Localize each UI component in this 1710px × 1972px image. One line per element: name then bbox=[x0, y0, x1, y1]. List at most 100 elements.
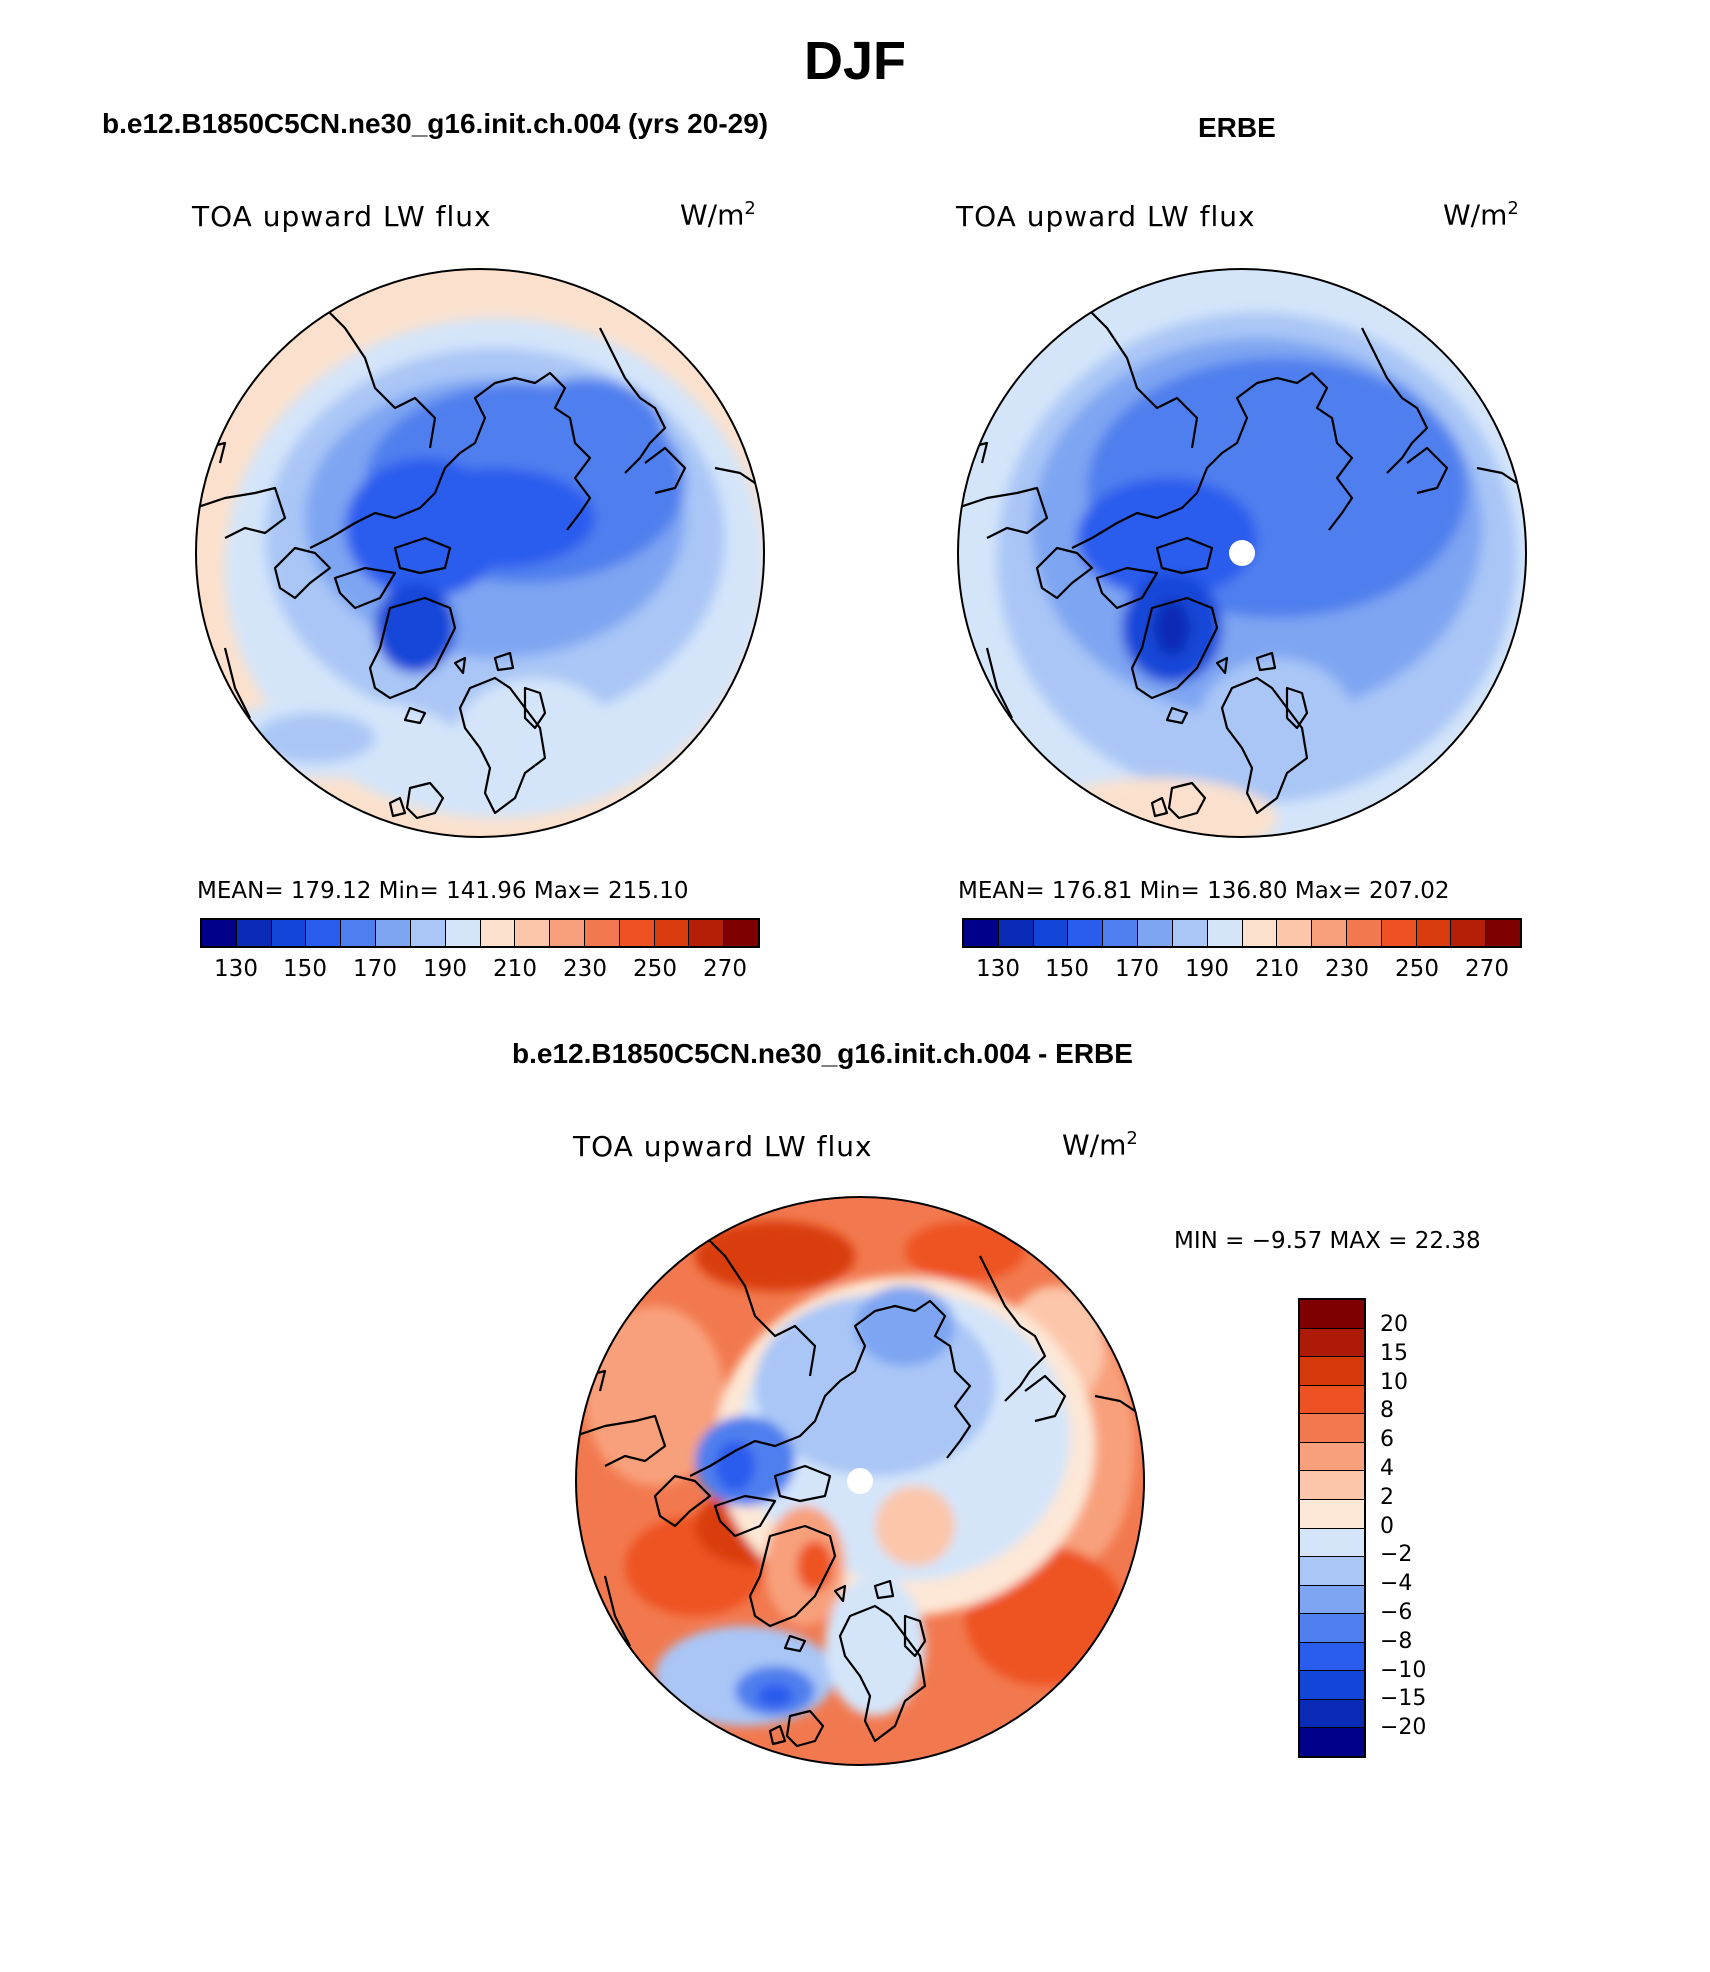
model-colorbar bbox=[200, 918, 760, 948]
colorbar-tick: 10 bbox=[1380, 1370, 1408, 1395]
colorbar-swatch bbox=[1300, 1328, 1364, 1358]
colorbar-tick: −6 bbox=[1380, 1600, 1413, 1625]
colorbar-swatch bbox=[202, 920, 237, 946]
colorbar-tick: 190 bbox=[1185, 956, 1229, 982]
colorbar-tick: 250 bbox=[1395, 956, 1439, 982]
colorbar-tick: −15 bbox=[1380, 1686, 1427, 1711]
colorbar-swatch bbox=[1103, 920, 1139, 946]
colorbar-tick: 130 bbox=[214, 956, 258, 982]
colorbar-swatch bbox=[1068, 920, 1104, 946]
colorbar-swatch bbox=[271, 920, 307, 946]
colorbar-tick: −10 bbox=[1380, 1658, 1427, 1683]
colorbar-swatch bbox=[584, 920, 620, 946]
main-title: DJF bbox=[803, 31, 906, 91]
colorbar-swatch bbox=[1300, 1499, 1364, 1529]
obs-units-label: W/m2 bbox=[1443, 198, 1519, 232]
colorbar-swatch bbox=[1312, 920, 1347, 946]
obs-stats: MEAN= 176.81 Min= 136.80 Max= 207.02 bbox=[958, 878, 1450, 904]
colorbar-tick: 20 bbox=[1380, 1312, 1408, 1337]
colorbar-swatch bbox=[998, 920, 1034, 946]
colorbar-swatch bbox=[1300, 1471, 1364, 1500]
colorbar-tick: 170 bbox=[1115, 956, 1159, 982]
colorbar-swatch bbox=[550, 920, 585, 946]
colorbar-tick: 150 bbox=[283, 956, 327, 982]
colorbar-swatch bbox=[1300, 1671, 1364, 1700]
colorbar-swatch bbox=[1300, 1642, 1364, 1672]
colorbar-tick: −8 bbox=[1380, 1629, 1413, 1654]
pole-hole-marker bbox=[847, 1468, 873, 1494]
colorbar-swatch bbox=[1300, 1728, 1364, 1756]
colorbar-swatch bbox=[1300, 1414, 1364, 1443]
colorbar-swatch bbox=[480, 920, 516, 946]
colorbar-swatch bbox=[1300, 1585, 1364, 1615]
colorbar-tick: 230 bbox=[1325, 956, 1369, 982]
colorbar-swatch bbox=[376, 920, 411, 946]
colorbar-swatch bbox=[689, 920, 725, 946]
colorbar-tick: 170 bbox=[353, 956, 397, 982]
pole-hole-marker bbox=[1229, 540, 1255, 566]
diff-minmax: MIN = −9.57 MAX = 22.38 bbox=[1174, 1228, 1481, 1254]
obs-panel-title: ERBE bbox=[1198, 112, 1276, 143]
model-units-label: W/m2 bbox=[680, 198, 756, 232]
colorbar-swatch bbox=[1300, 1385, 1364, 1415]
model-polar-map bbox=[195, 268, 765, 838]
colorbar-swatch bbox=[654, 920, 690, 946]
colorbar-swatch bbox=[724, 920, 758, 946]
model-panel-title: b.e12.B1850C5CN.ne30_g16.init.ch.004 (yr… bbox=[102, 108, 769, 139]
colorbar-swatch bbox=[410, 920, 446, 946]
colorbar-tick: 270 bbox=[703, 956, 747, 982]
colorbar-swatch bbox=[1300, 1614, 1364, 1643]
colorbar-swatch bbox=[1277, 920, 1313, 946]
diff-panel-title: b.e12.B1850C5CN.ne30_g16.init.ch.004 - E… bbox=[512, 1038, 1133, 1069]
colorbar-swatch bbox=[1300, 1357, 1364, 1386]
colorbar-tick: 15 bbox=[1380, 1341, 1408, 1366]
colorbar-swatch bbox=[1300, 1557, 1364, 1586]
colorbar-tick: 0 bbox=[1380, 1514, 1394, 1539]
colorbar-swatch bbox=[1486, 920, 1520, 946]
colorbar-tick: 210 bbox=[1255, 956, 1299, 982]
colorbar-tick: 270 bbox=[1465, 956, 1509, 982]
diff-variable-label: TOA upward LW flux bbox=[573, 1130, 873, 1163]
colorbar-swatch bbox=[306, 920, 342, 946]
colorbar-swatch bbox=[236, 920, 272, 946]
colorbar-tick: 8 bbox=[1380, 1398, 1394, 1423]
colorbar-tick: 250 bbox=[633, 956, 677, 982]
colorbar-tick: 6 bbox=[1380, 1427, 1394, 1452]
colorbar-swatch bbox=[1300, 1699, 1364, 1729]
colorbar-swatch bbox=[1033, 920, 1069, 946]
colorbar-tick: 150 bbox=[1045, 956, 1089, 982]
colorbar-swatch bbox=[445, 920, 481, 946]
model-variable-label: TOA upward LW flux bbox=[192, 200, 492, 233]
colorbar-tick: 230 bbox=[563, 956, 607, 982]
colorbar-tick: 190 bbox=[423, 956, 467, 982]
colorbar-swatch bbox=[515, 920, 551, 946]
colorbar-swatch bbox=[964, 920, 999, 946]
colorbar-tick: 130 bbox=[976, 956, 1020, 982]
model-stats: MEAN= 179.12 Min= 141.96 Max= 215.10 bbox=[197, 878, 689, 904]
colorbar-swatch bbox=[1346, 920, 1382, 946]
colorbar-tick: 210 bbox=[493, 956, 537, 982]
colorbar-swatch bbox=[1300, 1528, 1364, 1558]
colorbar-tick: 4 bbox=[1380, 1456, 1394, 1481]
colorbar-swatch bbox=[341, 920, 377, 946]
colorbar-tick: 2 bbox=[1380, 1485, 1394, 1510]
colorbar-swatch bbox=[1300, 1300, 1364, 1329]
colorbar-tick: −4 bbox=[1380, 1571, 1413, 1596]
colorbar-swatch bbox=[1172, 920, 1208, 946]
colorbar-swatch bbox=[619, 920, 655, 946]
colorbar-tick: −20 bbox=[1380, 1715, 1427, 1740]
diff-units-label: W/m2 bbox=[1062, 1128, 1138, 1162]
obs-variable-label: TOA upward LW flux bbox=[956, 200, 1256, 233]
obs-colorbar bbox=[962, 918, 1522, 948]
colorbar-swatch bbox=[1300, 1442, 1364, 1472]
colorbar-swatch bbox=[1242, 920, 1278, 946]
colorbar-swatch bbox=[1416, 920, 1452, 946]
colorbar-tick: −2 bbox=[1380, 1542, 1413, 1567]
obs-polar-map bbox=[957, 268, 1527, 838]
diff-colorbar bbox=[1298, 1298, 1366, 1758]
colorbar-swatch bbox=[1381, 920, 1417, 946]
colorbar-swatch bbox=[1138, 920, 1173, 946]
colorbar-swatch bbox=[1207, 920, 1243, 946]
colorbar-swatch bbox=[1451, 920, 1487, 946]
diff-polar-map bbox=[575, 1196, 1145, 1766]
